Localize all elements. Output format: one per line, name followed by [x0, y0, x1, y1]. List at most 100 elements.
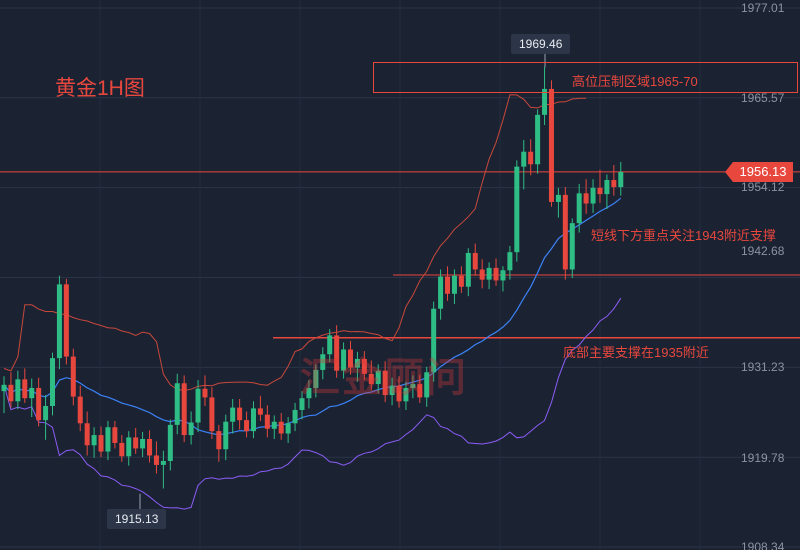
candle-body [597, 187, 603, 195]
candle-body [29, 387, 35, 399]
y-tick-label: 1977.01 [741, 1, 785, 15]
candle-body [375, 370, 381, 385]
candle-body [250, 408, 256, 432]
candle-body [514, 166, 520, 253]
candle-body [472, 252, 478, 270]
candle-body [50, 358, 56, 407]
candle-body [133, 437, 139, 449]
candle-body [278, 421, 284, 434]
candle-body [417, 384, 423, 398]
candle-body [285, 423, 291, 434]
candle-body [535, 114, 541, 165]
candle-body [368, 373, 374, 385]
candle-body [91, 435, 97, 446]
candle-body [424, 372, 430, 398]
candle-body [119, 442, 125, 457]
candle-body [389, 385, 395, 396]
candle-body [56, 284, 62, 359]
candle-body [521, 151, 527, 167]
candle-body [63, 284, 69, 357]
candle-body [209, 397, 215, 432]
candle-body [244, 420, 250, 432]
candle-body [153, 455, 159, 465]
candle-body [105, 427, 111, 452]
candle-body [112, 427, 118, 443]
candle-body [555, 194, 561, 202]
candle-body [348, 349, 353, 368]
candle-body [604, 179, 610, 195]
candle-body [257, 408, 263, 415]
candle-body [36, 387, 42, 421]
candle-body [313, 369, 319, 388]
candle-body [264, 414, 270, 429]
bollinger-upper-line [3, 94, 587, 392]
y-tick-label: 1942.68 [741, 244, 785, 258]
candle-body [486, 267, 492, 280]
y-tick-label: 1965.57 [741, 91, 785, 105]
y-tick-label: 1954.12 [741, 180, 785, 194]
candle-body [382, 370, 388, 396]
high-price-flag: 1969.46 [511, 34, 571, 54]
candle-body [299, 398, 305, 410]
candle-body [431, 308, 437, 373]
candle-body [542, 88, 548, 115]
y-tick-label: 1919.78 [741, 451, 785, 465]
candle-body [590, 187, 596, 204]
candle-body [507, 252, 513, 271]
candle-body [479, 269, 485, 280]
bollinger-lower-line [3, 297, 622, 510]
candle-body [403, 387, 409, 402]
candle-body [361, 358, 367, 374]
candle-body [181, 383, 187, 436]
candle-body [77, 396, 83, 424]
candle-body [445, 276, 451, 294]
candle-body [15, 379, 21, 402]
candle-body [334, 335, 340, 371]
resistance-zone-label: 高位压制区域1965-70 [572, 74, 698, 89]
candle-body [611, 179, 617, 188]
candle-body [465, 252, 471, 287]
candle-body [271, 421, 277, 429]
candle-body [528, 151, 534, 165]
candle-body [569, 223, 575, 270]
watermark: 汇金顾问 [300, 356, 468, 400]
candle-body [84, 423, 90, 446]
candle-body [548, 88, 554, 202]
candle-body [147, 438, 153, 456]
candle-body [292, 409, 298, 424]
candle-body [438, 276, 444, 309]
candle-body [500, 270, 506, 281]
candle-body [126, 437, 132, 457]
resistance-zone-box [373, 62, 798, 93]
candle-body [202, 388, 208, 398]
candle-body [493, 267, 499, 281]
candle-body [306, 387, 312, 399]
support-1943-label: 短线下方重点关注1943附近支撑 [591, 228, 776, 243]
candle-body [70, 356, 76, 397]
candle-body [22, 379, 28, 399]
candle-body [327, 335, 333, 355]
candle-body [320, 354, 326, 370]
candle-body [216, 431, 222, 450]
y-tick-label: 1931.23 [741, 360, 785, 374]
candle-body [223, 421, 229, 450]
candle-body [410, 384, 416, 388]
candle-body [188, 422, 194, 436]
chart-title: 黄金1H图 [55, 77, 145, 100]
low-price-flag: 1915.13 [107, 509, 167, 529]
support-1935-label: 底部主要支撑在1935附近 [563, 345, 709, 360]
candle-body [341, 349, 347, 371]
candle-body [140, 438, 146, 449]
candle-body [354, 358, 360, 368]
candle-body [43, 406, 49, 421]
candle-body [98, 435, 104, 452]
candle-body [174, 383, 180, 425]
candle-body [195, 388, 201, 423]
candle-body [1, 384, 7, 392]
candle-body [160, 460, 166, 465]
candle-body [618, 171, 624, 188]
moving-average-line [3, 197, 622, 436]
candle-body [451, 275, 457, 294]
candle-body [583, 193, 589, 204]
